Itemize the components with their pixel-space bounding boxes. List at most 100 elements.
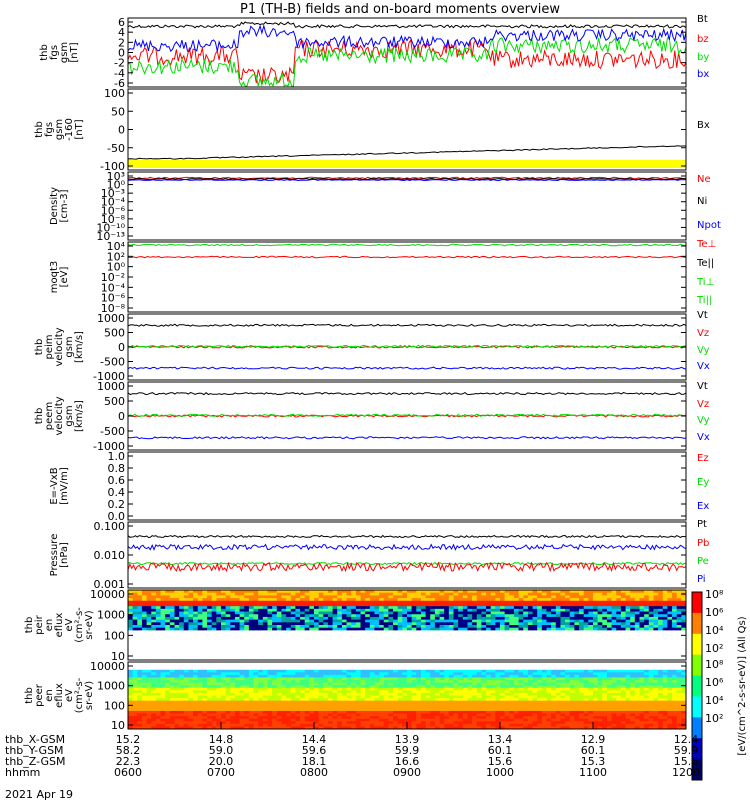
ephemeris-value: 15.3	[581, 755, 606, 768]
legend-pe: Pe	[697, 556, 709, 567]
ephemeris-value: 16.6	[395, 755, 420, 768]
trace-vy	[128, 344, 686, 348]
ephemeris-value: 1000	[486, 766, 514, 779]
ytick-label: 10⁻⁸	[101, 302, 126, 315]
legend-pt: Pt	[697, 519, 707, 530]
ephemeris-value: 0700	[207, 766, 235, 779]
ephemeris-label: thb_Y-GSM	[5, 744, 64, 757]
panel-5-ylabel: thbpeimvelocitygsm[km/s]	[34, 327, 85, 366]
ephemeris-value: 18.1	[302, 755, 327, 768]
ephemeris-label: thb_Z-GSM	[5, 755, 65, 768]
panel-1-traces	[128, 21, 686, 87]
legend-ti: Ti||	[696, 295, 712, 306]
panel-1-ylabel: thbfgsgsm[nT]	[39, 42, 80, 63]
ytick-label: 0	[118, 410, 125, 423]
ytick-label: 10⁻⁸	[101, 213, 126, 226]
legend-bt: Bt	[697, 14, 708, 25]
date-label: 2021 Apr 19	[5, 788, 73, 800]
ephemeris-value: 60.1	[581, 744, 606, 757]
legend-bz: bz	[697, 34, 709, 45]
ephemeris-value: 59.0	[209, 744, 234, 757]
ephemeris-value: 15.6	[488, 755, 513, 768]
ytick-label: 1000	[97, 380, 125, 393]
legend-bx: Bx	[697, 120, 710, 131]
ytick-label: 10⁻⁶	[101, 204, 126, 217]
panel-9: 10000 1000 100 10 thbpeirenefluxeV(cm²-s-sr-…	[24, 588, 687, 663]
legend-vy: Vy	[697, 415, 710, 426]
x-axis	[127, 722, 687, 729]
colorbar-tick: 10⁸	[705, 658, 724, 671]
trace-pi	[128, 543, 686, 551]
panel-6: 1000 500 0 -500 -1000 thbpeemvelocitygsm[km/s…	[34, 380, 710, 453]
ytick-label: 10⁴	[107, 240, 126, 253]
trace-ni	[128, 177, 686, 181]
ytick-label: 0.6	[108, 474, 126, 487]
ytick-label: 10³	[107, 170, 125, 183]
ytick-label: 6	[118, 16, 125, 29]
ytick-label: 10⁻⁴	[101, 281, 126, 294]
ytick-label: 10⁻¹⁰	[96, 221, 125, 234]
trace-by	[128, 37, 686, 87]
ytick-label: 10⁻⁴	[101, 196, 126, 209]
trace-vx	[128, 436, 686, 440]
legend-te: Te⊥	[696, 239, 716, 250]
ephemeris-value: 13.4	[488, 733, 513, 746]
ytick-label: 10⁻³	[101, 187, 125, 200]
trace-bz	[128, 38, 686, 85]
ytick-label: 0	[118, 47, 125, 60]
ytick-label: 0.001	[94, 578, 126, 591]
panel-3-traces	[128, 176, 686, 182]
legend-by: by	[697, 52, 709, 63]
ytick-label: 500	[104, 327, 125, 340]
ytick-label: 0.0	[108, 510, 126, 523]
trace-vx	[128, 366, 686, 370]
panel-7-frame	[127, 451, 687, 521]
ephemeris-value: 0900	[393, 766, 421, 779]
trace-pt	[128, 534, 686, 539]
ephemeris-value: 59.9	[395, 744, 420, 757]
panel-8-traces	[128, 534, 686, 573]
colorbar-tick: 10⁸	[705, 588, 724, 601]
trace-pb	[128, 561, 686, 573]
ytick-label: 1.0	[108, 450, 126, 463]
panel-9-frame	[127, 589, 687, 661]
legend-vz: Vz	[697, 399, 709, 410]
panel-stack: 6420-2-4-6thbfgsgsm[nT]Btbzbybx100500-50…	[24, 14, 748, 781]
legend-vz: Vz	[697, 328, 709, 339]
ephemeris-value: 14.8	[209, 733, 234, 746]
panel-4-ylabel: moqt3[eV]	[49, 261, 70, 294]
panel-10-ylabel: thbpeerenefluxeV(cm²-s-sr-eV)	[24, 677, 95, 713]
legend-vt: Vt	[697, 381, 708, 392]
ytick-label: 0.8	[108, 462, 126, 475]
colorbar-tick: 10⁴	[705, 694, 724, 707]
colorbar-label: [eV/(cm^2-s-sr-eV)] (All Qs)	[737, 616, 748, 755]
ephemeris-value: 12.9	[581, 733, 606, 746]
panel-10-traces	[128, 662, 686, 729]
colorbar-tick: 10²	[705, 712, 723, 725]
panel-8-frame	[127, 521, 687, 589]
legend-ex: Ex	[697, 501, 709, 512]
legend-pb: Pb	[697, 538, 709, 549]
ephemeris-value: 14.4	[302, 733, 327, 746]
ytick-label: 2	[118, 36, 125, 49]
ytick-label: 0.4	[108, 486, 126, 499]
panel-2-ylabel: thbfgsgsm-160[nT]	[34, 118, 85, 141]
ytick-label: 10⁻²	[101, 271, 125, 284]
yellow-band	[128, 160, 686, 168]
ephemeris-value: 12.4	[674, 733, 699, 746]
legend-ni: Ni	[697, 196, 707, 207]
colorbar-tick: 10⁶	[705, 676, 724, 689]
ytick-label: 500	[104, 395, 125, 408]
ytick-label: 0.010	[94, 549, 126, 562]
trace-vt	[128, 392, 686, 396]
legend-npot: Npot	[697, 220, 721, 231]
ytick-label: -4	[114, 67, 125, 80]
ytick-label: 0.2	[108, 498, 126, 511]
ytick-label: -6	[114, 77, 125, 90]
ytick-label: 100	[104, 629, 125, 642]
panel-7-ylabel: E=-VxB[mV/m]	[49, 467, 70, 505]
